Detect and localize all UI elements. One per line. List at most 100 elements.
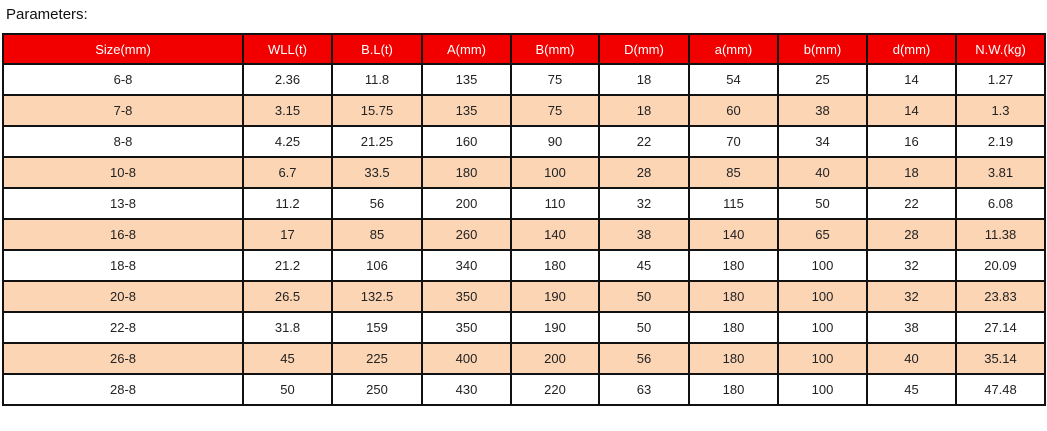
table-row: 13-8 11.2 56 200 110 32 115 50 22 6.08 bbox=[2, 187, 1046, 220]
table-row: 20-8 26.5 132.5 350 190 50 180 100 32 23.83 bbox=[2, 280, 1046, 313]
table-cell: 18 bbox=[598, 63, 690, 96]
table-row: 18-8 21.2 106 340 180 45 180 100 32 20.09 bbox=[2, 249, 1046, 282]
column-header: WLL(t) bbox=[242, 33, 333, 65]
table-cell: 38 bbox=[866, 311, 957, 344]
table-cell: 45 bbox=[242, 342, 333, 375]
table-cell: 190 bbox=[510, 280, 600, 313]
table-cell: 180 bbox=[421, 156, 512, 189]
parameters-table: Size(mm) WLL(t) B.L(t) A(mm) B(mm) D(mm) a(mm)… bbox=[2, 33, 1046, 406]
table-cell: 100 bbox=[510, 156, 600, 189]
table-row: 26-8 45 225 400 200 56 180 100 40 35.14 bbox=[2, 342, 1046, 375]
table-cell: 340 bbox=[421, 249, 512, 282]
table-cell: 200 bbox=[510, 342, 600, 375]
table-cell: 11.2 bbox=[242, 187, 333, 220]
table-cell: 180 bbox=[688, 280, 779, 313]
column-header: b(mm) bbox=[777, 33, 868, 65]
table-cell: 3.15 bbox=[242, 94, 333, 127]
table-cell: 28 bbox=[866, 218, 957, 251]
table-cell: 33.5 bbox=[331, 156, 423, 189]
table-cell: 85 bbox=[688, 156, 779, 189]
table-cell: 135 bbox=[421, 63, 512, 96]
table-cell: 100 bbox=[777, 373, 868, 406]
table-cell: 6.7 bbox=[242, 156, 333, 189]
table-cell: 100 bbox=[777, 280, 868, 313]
table-cell: 140 bbox=[510, 218, 600, 251]
table-cell: 28-8 bbox=[2, 373, 244, 406]
table-row: 28-8 50 250 430 220 63 180 100 45 47.48 bbox=[2, 373, 1046, 406]
table-cell: 14 bbox=[866, 63, 957, 96]
table-cell: 32 bbox=[598, 187, 690, 220]
table-cell: 115 bbox=[688, 187, 779, 220]
table-cell: 430 bbox=[421, 373, 512, 406]
table-cell: 1.3 bbox=[955, 94, 1046, 127]
table-cell: 50 bbox=[598, 311, 690, 344]
table-cell: 180 bbox=[688, 342, 779, 375]
table-cell: 11.8 bbox=[331, 63, 423, 96]
table-cell: 190 bbox=[510, 311, 600, 344]
table-row: 10-8 6.7 33.5 180 100 28 85 40 18 3.81 bbox=[2, 156, 1046, 189]
table-cell: 31.8 bbox=[242, 311, 333, 344]
table-cell: 350 bbox=[421, 311, 512, 344]
table-cell: 14 bbox=[866, 94, 957, 127]
column-header: d(mm) bbox=[866, 33, 957, 65]
table-cell: 180 bbox=[688, 311, 779, 344]
table-cell: 50 bbox=[777, 187, 868, 220]
table-cell: 6.08 bbox=[955, 187, 1046, 220]
table-cell: 180 bbox=[688, 373, 779, 406]
column-header: B.L(t) bbox=[331, 33, 423, 65]
table-row: 7-8 3.15 15.75 135 75 18 60 38 14 1.3 bbox=[2, 94, 1046, 127]
table-row: 6-8 2.36 11.8 135 75 18 54 25 14 1.27 bbox=[2, 63, 1046, 96]
table-cell: 132.5 bbox=[331, 280, 423, 313]
table-cell: 7-8 bbox=[2, 94, 244, 127]
table-cell: 110 bbox=[510, 187, 600, 220]
header-row: Size(mm) WLL(t) B.L(t) A(mm) B(mm) D(mm) a(mm)… bbox=[2, 33, 1046, 65]
table-cell: 18 bbox=[866, 156, 957, 189]
table-cell: 26-8 bbox=[2, 342, 244, 375]
table-cell: 21.25 bbox=[331, 125, 423, 158]
column-header: a(mm) bbox=[688, 33, 779, 65]
table-cell: 45 bbox=[866, 373, 957, 406]
table-cell: 225 bbox=[331, 342, 423, 375]
table-cell: 1.27 bbox=[955, 63, 1046, 96]
table-cell: 45 bbox=[598, 249, 690, 282]
table-cell: 16 bbox=[866, 125, 957, 158]
table-cell: 8-8 bbox=[2, 125, 244, 158]
table-cell: 100 bbox=[777, 249, 868, 282]
table-cell: 350 bbox=[421, 280, 512, 313]
table-cell: 85 bbox=[331, 218, 423, 251]
table-cell: 400 bbox=[421, 342, 512, 375]
table-cell: 4.25 bbox=[242, 125, 333, 158]
table-cell: 75 bbox=[510, 94, 600, 127]
table-cell: 20-8 bbox=[2, 280, 244, 313]
table-cell: 160 bbox=[421, 125, 512, 158]
table-cell: 260 bbox=[421, 218, 512, 251]
table-cell: 11.38 bbox=[955, 218, 1046, 251]
table-cell: 54 bbox=[688, 63, 779, 96]
table-cell: 70 bbox=[688, 125, 779, 158]
column-header: A(mm) bbox=[421, 33, 512, 65]
table-cell: 106 bbox=[331, 249, 423, 282]
table-cell: 63 bbox=[598, 373, 690, 406]
table-cell: 159 bbox=[331, 311, 423, 344]
table-cell: 90 bbox=[510, 125, 600, 158]
table-cell: 34 bbox=[777, 125, 868, 158]
table-cell: 18-8 bbox=[2, 249, 244, 282]
table-cell: 23.83 bbox=[955, 280, 1046, 313]
table-cell: 3.81 bbox=[955, 156, 1046, 189]
table-cell: 16-8 bbox=[2, 218, 244, 251]
column-header: N.W.(kg) bbox=[955, 33, 1046, 65]
table-cell: 180 bbox=[510, 249, 600, 282]
table-cell: 17 bbox=[242, 218, 333, 251]
table-cell: 21.2 bbox=[242, 249, 333, 282]
table-cell: 60 bbox=[688, 94, 779, 127]
table-cell: 25 bbox=[777, 63, 868, 96]
table-cell: 200 bbox=[421, 187, 512, 220]
table-cell: 15.75 bbox=[331, 94, 423, 127]
table-cell: 2.19 bbox=[955, 125, 1046, 158]
table-cell: 32 bbox=[866, 280, 957, 313]
table-cell: 26.5 bbox=[242, 280, 333, 313]
table-cell: 180 bbox=[688, 249, 779, 282]
table-cell: 50 bbox=[598, 280, 690, 313]
table-cell: 56 bbox=[598, 342, 690, 375]
table-cell: 38 bbox=[598, 218, 690, 251]
